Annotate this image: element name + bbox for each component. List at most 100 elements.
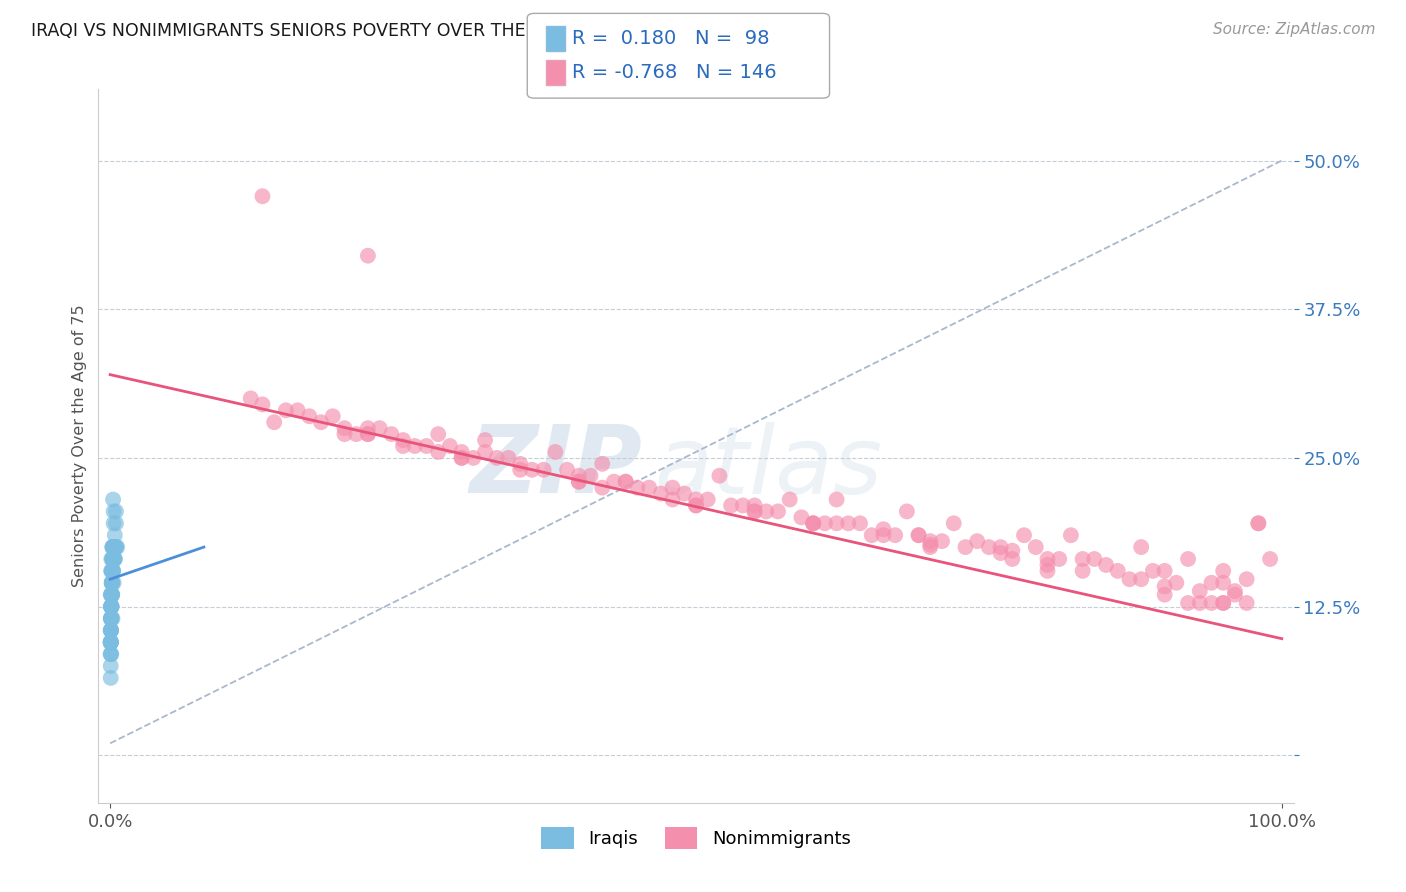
Point bbox=[101, 564, 124, 578]
Point bbox=[101, 575, 124, 590]
Text: R =  0.180   N =  98: R = 0.180 N = 98 bbox=[572, 29, 769, 48]
Point bbox=[450, 450, 472, 465]
Point bbox=[357, 249, 380, 263]
Point bbox=[100, 624, 122, 638]
Point bbox=[568, 475, 591, 489]
Point bbox=[498, 450, 520, 465]
Point bbox=[101, 588, 124, 602]
Point bbox=[100, 611, 122, 625]
Point bbox=[103, 552, 125, 566]
Point bbox=[101, 552, 124, 566]
Point bbox=[103, 516, 125, 531]
Point bbox=[614, 475, 637, 489]
Point bbox=[103, 540, 125, 554]
Point bbox=[1071, 552, 1094, 566]
Point bbox=[638, 481, 661, 495]
Point bbox=[591, 481, 613, 495]
Point bbox=[105, 540, 128, 554]
Point bbox=[1201, 596, 1223, 610]
Point bbox=[1130, 572, 1153, 586]
Point bbox=[104, 540, 127, 554]
Point bbox=[1001, 552, 1024, 566]
Point bbox=[101, 575, 124, 590]
Point bbox=[100, 624, 122, 638]
Point bbox=[103, 504, 125, 518]
Point bbox=[101, 552, 124, 566]
Point bbox=[104, 528, 127, 542]
Point bbox=[101, 564, 124, 578]
Legend: Iraqis, Nonimmigrants: Iraqis, Nonimmigrants bbox=[531, 818, 860, 858]
Point bbox=[104, 540, 127, 554]
Point bbox=[801, 516, 824, 531]
Point bbox=[966, 534, 988, 549]
Point bbox=[103, 575, 125, 590]
Point bbox=[239, 392, 262, 406]
Point bbox=[368, 421, 391, 435]
Point bbox=[896, 504, 918, 518]
Point bbox=[1118, 572, 1140, 586]
Point bbox=[100, 599, 122, 614]
Point bbox=[309, 415, 332, 429]
Point bbox=[872, 528, 894, 542]
Point bbox=[977, 540, 1000, 554]
Point bbox=[814, 516, 837, 531]
Point bbox=[263, 415, 285, 429]
Text: ZIP: ZIP bbox=[470, 421, 643, 514]
Point bbox=[744, 504, 766, 518]
Point bbox=[872, 522, 894, 536]
Point bbox=[1036, 564, 1059, 578]
Point bbox=[100, 635, 122, 649]
Point bbox=[100, 635, 122, 649]
Point bbox=[101, 552, 124, 566]
Point bbox=[100, 647, 122, 661]
Point bbox=[100, 635, 122, 649]
Point bbox=[104, 540, 127, 554]
Point bbox=[252, 397, 274, 411]
Point bbox=[603, 475, 626, 489]
Point bbox=[100, 624, 122, 638]
Point bbox=[614, 475, 637, 489]
Point bbox=[274, 403, 297, 417]
Point bbox=[825, 492, 848, 507]
Point bbox=[1012, 528, 1035, 542]
Point bbox=[101, 552, 124, 566]
Point bbox=[709, 468, 731, 483]
Point bbox=[104, 540, 127, 554]
Point bbox=[101, 552, 124, 566]
Point bbox=[920, 540, 942, 554]
Point bbox=[474, 433, 496, 447]
Point bbox=[100, 588, 122, 602]
Point bbox=[1212, 575, 1234, 590]
Point bbox=[884, 528, 907, 542]
Point bbox=[1201, 575, 1223, 590]
Point bbox=[100, 599, 122, 614]
Point bbox=[427, 445, 450, 459]
Point bbox=[101, 564, 124, 578]
Point bbox=[474, 445, 496, 459]
Point bbox=[103, 540, 125, 554]
Point bbox=[101, 575, 124, 590]
Point bbox=[101, 588, 124, 602]
Point bbox=[380, 427, 402, 442]
Point bbox=[1223, 584, 1246, 599]
Point bbox=[1223, 588, 1246, 602]
Point bbox=[100, 624, 122, 638]
Point bbox=[100, 611, 122, 625]
Point bbox=[105, 516, 128, 531]
Point bbox=[103, 540, 125, 554]
Point bbox=[790, 510, 813, 524]
Point bbox=[100, 599, 122, 614]
Point bbox=[100, 599, 122, 614]
Point bbox=[755, 504, 778, 518]
Point bbox=[1177, 596, 1199, 610]
Point bbox=[685, 499, 707, 513]
Point bbox=[1001, 543, 1024, 558]
Point bbox=[101, 540, 124, 554]
Point bbox=[825, 516, 848, 531]
Point bbox=[1236, 572, 1258, 586]
Point bbox=[661, 492, 683, 507]
Point bbox=[104, 552, 127, 566]
Point bbox=[298, 409, 321, 424]
Point bbox=[990, 540, 1012, 554]
Point bbox=[105, 504, 128, 518]
